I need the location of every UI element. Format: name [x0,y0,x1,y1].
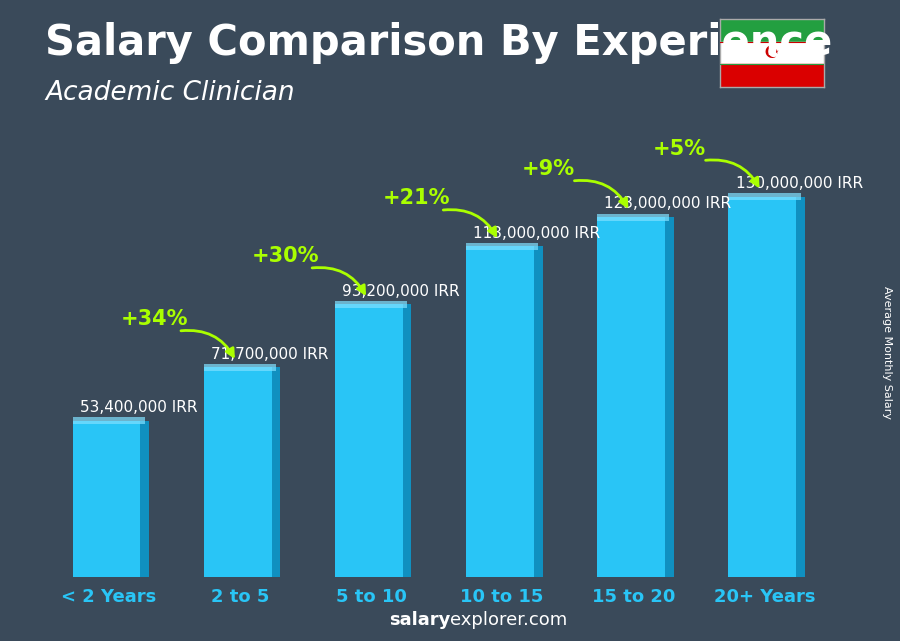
Bar [720,19,824,42]
Bar [402,304,411,577]
Bar [665,217,674,577]
Text: +30%: +30% [252,246,320,266]
Text: 130,000,000 IRR: 130,000,000 IRR [735,176,863,191]
Bar [598,213,670,221]
Bar [73,417,145,424]
Text: 113,000,000 IRR: 113,000,000 IRR [473,226,600,241]
Text: explorer.com: explorer.com [450,612,567,629]
Text: Academic Clinician: Academic Clinician [45,80,294,106]
Bar [140,420,149,577]
Bar [73,420,145,577]
Bar [796,197,805,577]
Text: ☪: ☪ [764,44,779,62]
Bar [534,246,543,577]
Bar [272,367,280,577]
Bar [728,197,801,577]
Text: 71,700,000 IRR: 71,700,000 IRR [211,347,328,362]
Text: 123,000,000 IRR: 123,000,000 IRR [605,197,732,212]
Text: 53,400,000 IRR: 53,400,000 IRR [80,400,197,415]
Text: +9%: +9% [521,159,574,179]
Text: salary: salary [389,612,450,629]
Bar [466,246,538,577]
Bar [728,194,801,200]
Text: 93,200,000 IRR: 93,200,000 IRR [342,283,460,299]
Text: +34%: +34% [121,309,188,329]
Bar [335,301,407,308]
Bar [203,367,276,577]
Bar [720,42,824,64]
Text: Average Monthly Salary: Average Monthly Salary [881,286,892,419]
Bar [720,64,824,87]
Bar [203,364,276,370]
Text: +5%: +5% [652,138,706,159]
Bar [335,304,407,577]
Bar [466,243,538,250]
Text: +21%: +21% [383,188,451,208]
Bar [598,217,670,577]
Text: Salary Comparison By Experience: Salary Comparison By Experience [45,22,832,65]
